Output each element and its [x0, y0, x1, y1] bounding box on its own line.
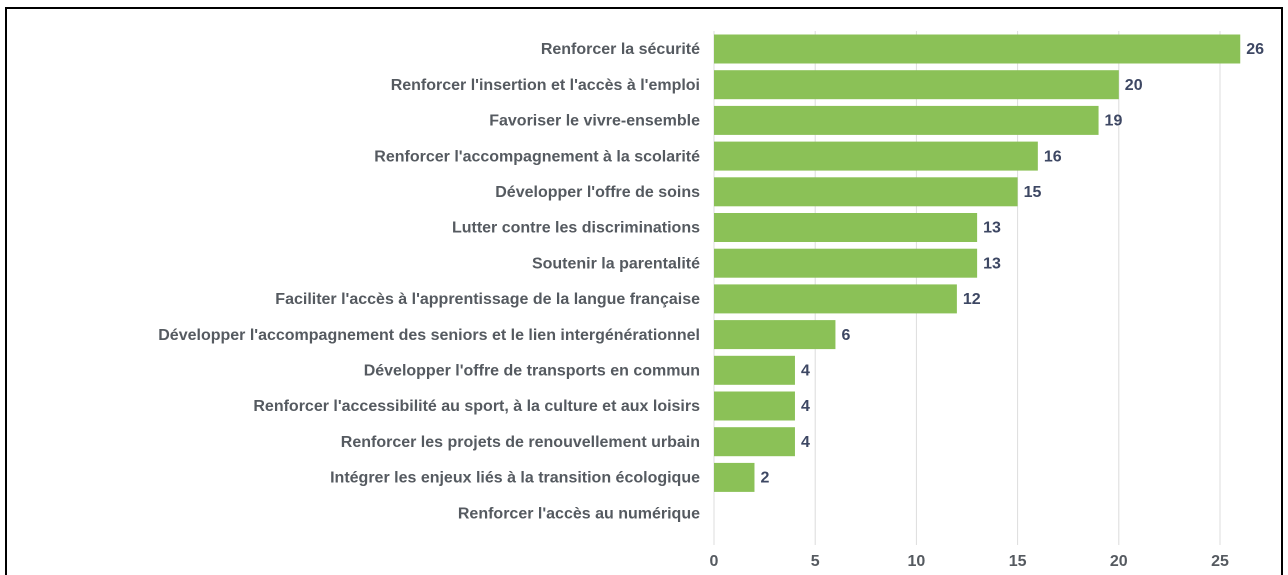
bar [714, 141, 1038, 171]
value-label: 2 [760, 470, 769, 487]
y-tick-label: Renforcer l'insertion et l'accès à l'emp… [391, 77, 700, 94]
value-label: 12 [963, 291, 981, 308]
frame [5, 7, 1283, 575]
value-label: 6 [841, 327, 850, 344]
bar [714, 320, 836, 350]
bar [714, 284, 957, 314]
y-tick-label: Favoriser le vivre-ensemble [489, 113, 700, 130]
y-tick-label: Développer l'accompagnement des seniors … [158, 327, 700, 344]
y-tick-label: Faciliter l'accès à l'apprentissage de l… [275, 291, 700, 308]
x-tick-label: 20 [1110, 553, 1128, 570]
x-tick-label: 15 [1009, 553, 1027, 570]
value-label: 15 [1024, 184, 1042, 201]
value-label: 13 [983, 220, 1001, 237]
y-tick-label: Soutenir la parentalité [532, 255, 700, 272]
value-label: 19 [1105, 113, 1123, 130]
value-label: 13 [983, 255, 1001, 272]
value-label: 4 [801, 434, 810, 451]
y-tick-label: Lutter contre les discriminations [452, 220, 700, 237]
bar [714, 355, 795, 385]
y-tick-label: Renforcer l'accès au numérique [458, 505, 700, 522]
value-label: 26 [1246, 41, 1264, 58]
bar [714, 462, 755, 492]
y-tick-label: Intégrer les enjeux liés à la transition… [330, 470, 700, 487]
x-tick-label: 5 [811, 553, 820, 570]
value-label: 20 [1125, 77, 1143, 94]
bar [714, 34, 1241, 64]
y-tick-label: Renforcer la sécurité [541, 41, 700, 58]
bar [714, 427, 795, 457]
value-label: 16 [1044, 148, 1062, 165]
x-tick-label: 10 [908, 553, 926, 570]
bar [714, 391, 795, 421]
y-tick-label: Renforcer l'accessibilité au sport, à la… [253, 398, 700, 415]
y-tick-label: Développer l'offre de transports en comm… [364, 363, 700, 380]
bar [714, 70, 1119, 100]
value-label: 4 [801, 398, 810, 415]
bar [714, 248, 978, 278]
x-tick-label: 0 [710, 553, 719, 570]
value-label: 4 [801, 363, 810, 380]
bar [714, 105, 1099, 135]
x-tick-label: 25 [1211, 553, 1229, 570]
y-tick-label: Renforcer l'accompagnement à la scolarit… [374, 148, 700, 165]
y-tick-label: Renforcer les projets de renouvellement … [341, 434, 700, 451]
y-tick-label: Développer l'offre de soins [495, 184, 700, 201]
bar [714, 213, 978, 242]
bar [714, 177, 1018, 207]
